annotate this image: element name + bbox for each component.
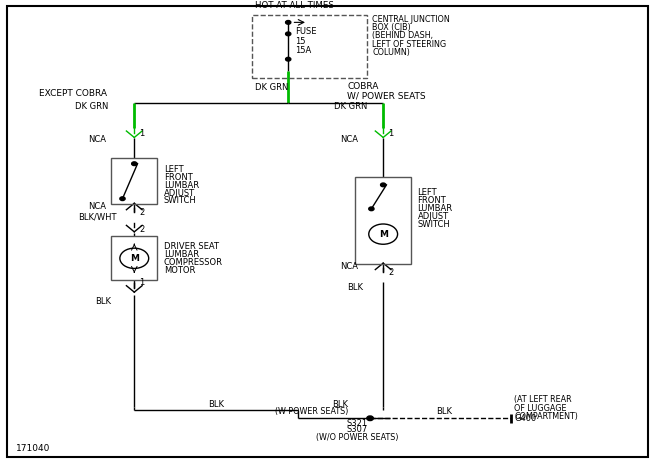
Text: CENTRAL JUNCTION: CENTRAL JUNCTION xyxy=(372,15,450,24)
Bar xyxy=(252,15,367,78)
Text: S307: S307 xyxy=(346,426,367,434)
Bar xyxy=(111,158,157,204)
Text: NCA: NCA xyxy=(88,202,106,211)
Circle shape xyxy=(367,416,373,420)
Text: OF LUGGAGE: OF LUGGAGE xyxy=(514,404,567,413)
Circle shape xyxy=(120,197,125,201)
Text: BLK: BLK xyxy=(347,283,363,292)
Text: DK GRN: DK GRN xyxy=(334,102,367,111)
Text: NCA: NCA xyxy=(341,135,358,144)
Text: G400: G400 xyxy=(514,414,536,423)
Text: DK GRN: DK GRN xyxy=(75,102,109,111)
Text: BLK: BLK xyxy=(95,298,111,306)
Text: LUMBAR: LUMBAR xyxy=(418,204,453,213)
Circle shape xyxy=(132,162,137,165)
Bar xyxy=(355,176,411,264)
Text: (W POWER SEATS): (W POWER SEATS) xyxy=(275,407,348,416)
Text: 2: 2 xyxy=(140,208,145,217)
Text: DRIVER SEAT: DRIVER SEAT xyxy=(164,242,219,251)
Text: EXCEPT COBRA: EXCEPT COBRA xyxy=(39,89,107,98)
Text: 1: 1 xyxy=(140,279,145,287)
Text: HOT AT ALL TIMES: HOT AT ALL TIMES xyxy=(255,1,334,10)
Text: S321: S321 xyxy=(346,419,367,428)
Circle shape xyxy=(369,207,374,211)
Text: FRONT: FRONT xyxy=(418,196,446,205)
Text: 1: 1 xyxy=(140,129,145,138)
Text: BLK/WHT: BLK/WHT xyxy=(79,213,117,222)
Text: COMPRESSOR: COMPRESSOR xyxy=(164,258,223,267)
Text: 1: 1 xyxy=(388,129,394,138)
Text: NCA: NCA xyxy=(341,262,358,271)
Text: 171040: 171040 xyxy=(16,444,50,453)
Text: BLK: BLK xyxy=(208,400,224,409)
Text: COLUMN): COLUMN) xyxy=(372,48,410,57)
Circle shape xyxy=(286,20,291,24)
Circle shape xyxy=(381,183,386,187)
Text: LEFT OF STEERING: LEFT OF STEERING xyxy=(372,40,446,49)
Text: M: M xyxy=(379,230,388,239)
Text: SWITCH: SWITCH xyxy=(418,219,450,229)
Text: 15: 15 xyxy=(295,37,305,46)
Text: DK GRN: DK GRN xyxy=(255,83,289,92)
Text: FUSE: FUSE xyxy=(295,27,316,36)
Text: 2: 2 xyxy=(140,225,145,235)
Text: M: M xyxy=(130,254,139,263)
Text: SWITCH: SWITCH xyxy=(164,196,196,206)
Text: FRONT: FRONT xyxy=(164,173,193,182)
Text: NCA: NCA xyxy=(88,135,106,144)
Text: LEFT: LEFT xyxy=(164,165,183,174)
Circle shape xyxy=(286,32,291,36)
Text: ADJUST: ADJUST xyxy=(418,212,449,221)
Text: MOTOR: MOTOR xyxy=(164,266,195,275)
Text: (AT LEFT REAR: (AT LEFT REAR xyxy=(514,395,572,404)
Bar xyxy=(111,237,157,280)
Text: 2: 2 xyxy=(388,268,394,277)
Text: ADJUST: ADJUST xyxy=(164,188,195,198)
Text: BLK: BLK xyxy=(436,407,452,416)
Text: LUMBAR: LUMBAR xyxy=(164,250,199,259)
Text: LUMBAR: LUMBAR xyxy=(164,181,199,190)
Text: LEFT: LEFT xyxy=(418,188,437,197)
Text: 15A: 15A xyxy=(295,46,311,55)
Text: BLK: BLK xyxy=(333,400,348,409)
Text: COBRA: COBRA xyxy=(347,82,379,91)
Circle shape xyxy=(286,57,291,61)
Text: BOX (CJB): BOX (CJB) xyxy=(372,23,411,32)
Text: W/ POWER SEATS: W/ POWER SEATS xyxy=(347,91,426,101)
Text: (W/O POWER SEATS): (W/O POWER SEATS) xyxy=(316,433,398,442)
Text: (BEHIND DASH,: (BEHIND DASH, xyxy=(372,31,433,40)
Text: COMPARTMENT): COMPARTMENT) xyxy=(514,412,578,421)
